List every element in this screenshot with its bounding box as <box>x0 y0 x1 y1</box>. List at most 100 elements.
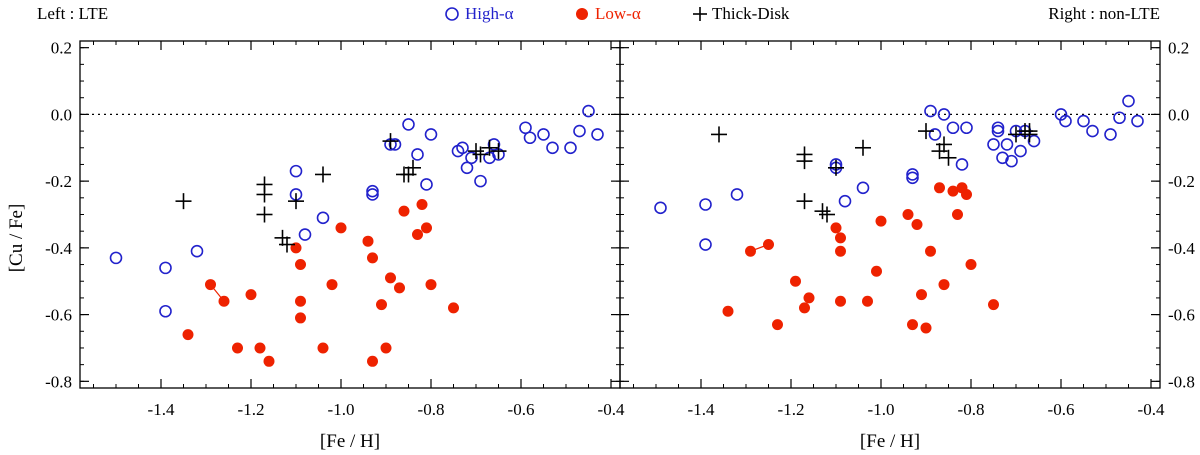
x-tick-label: -1.2 <box>778 400 805 419</box>
point-high <box>573 124 586 138</box>
point-high <box>991 121 1005 135</box>
legend-high-alpha-label: High-α <box>465 4 514 23</box>
point-high <box>699 238 712 251</box>
point-low <box>245 289 257 301</box>
y-tick-label-right: -0.8 <box>1168 372 1195 391</box>
point-low <box>965 259 977 271</box>
point-high <box>388 138 402 151</box>
point-thick-disk <box>256 186 273 203</box>
point-high <box>1014 144 1027 158</box>
point-high <box>487 138 501 151</box>
point-thick-disk <box>405 159 421 176</box>
point-low <box>335 222 347 234</box>
point-low <box>952 209 963 220</box>
point-high <box>420 178 433 191</box>
point-high <box>928 128 942 141</box>
point-high <box>424 128 438 141</box>
legend-thick-disk-marker <box>693 7 707 21</box>
point-low <box>362 235 374 247</box>
y-tick-label-right: 0.0 <box>1168 105 1189 124</box>
point-high <box>159 261 172 275</box>
y-tick-label-right: 0.2 <box>1168 39 1189 58</box>
point-low <box>218 295 230 307</box>
point-low <box>925 245 936 257</box>
point-high <box>1113 111 1126 125</box>
point-low <box>416 198 428 210</box>
point-low <box>232 342 243 354</box>
point-thick-disk <box>828 159 844 176</box>
x-tick-label: -1.0 <box>868 400 895 419</box>
point-low <box>326 279 338 291</box>
x-tick-label: -1.2 <box>238 400 265 419</box>
point-low <box>871 265 882 277</box>
x-tick-label: -1.4 <box>148 400 175 419</box>
point-thick-disk <box>400 166 417 183</box>
point-high <box>289 164 303 178</box>
point-low <box>803 292 815 304</box>
legend-low-alpha-marker <box>576 8 588 20</box>
header-left-label: Left : LTE <box>37 4 108 23</box>
x-tick-label: -0.6 <box>1048 400 1075 419</box>
point-high <box>946 121 960 135</box>
point-high <box>460 161 474 175</box>
point-low <box>920 322 932 334</box>
point-low <box>376 299 387 311</box>
point-high <box>474 174 487 188</box>
legend-high-alpha-marker <box>445 7 459 21</box>
point-low <box>398 205 410 217</box>
point-thick-disk <box>819 206 835 223</box>
point-thick-disk <box>814 203 831 220</box>
point-thick-disk <box>256 206 273 223</box>
point-low <box>295 295 306 307</box>
point-low <box>916 289 927 301</box>
point-thick-disk <box>490 143 507 160</box>
point-high <box>411 148 424 161</box>
point-high <box>838 194 852 208</box>
point-low <box>772 319 783 331</box>
point-low <box>790 275 801 287</box>
point-low <box>907 319 918 331</box>
point-high <box>1059 114 1072 128</box>
point-thick-disk <box>796 193 813 210</box>
point-low <box>254 342 266 354</box>
point-low <box>421 222 432 234</box>
point-high <box>1027 134 1041 148</box>
y-axis-title: [Cu / Fe] <box>6 204 27 273</box>
panel-non-lte: -1.4 -1.2 -1.0 -0.8 -0.6 -0.40.20.0-0.2-0.4-0… <box>619 39 1195 452</box>
y-tick-label-right: -0.6 <box>1168 306 1195 325</box>
point-low <box>938 279 950 291</box>
x-tick-label: -1.0 <box>328 400 355 419</box>
point-high <box>937 108 951 121</box>
point-high <box>159 304 172 318</box>
y-tick-label-left: 0.2 <box>51 39 72 58</box>
point-low <box>205 279 216 291</box>
point-high <box>1131 114 1144 128</box>
point-high <box>366 188 379 201</box>
point-low <box>911 219 923 231</box>
point-low <box>835 245 846 257</box>
point-low <box>947 185 959 197</box>
point-high <box>465 151 478 165</box>
point-low <box>934 182 945 194</box>
point-thick-disk <box>175 193 192 210</box>
y-tick-label-left: -0.4 <box>45 239 72 258</box>
point-thick-disk <box>279 236 295 253</box>
point-high <box>109 251 123 265</box>
point-high <box>654 201 667 215</box>
point-low <box>367 252 378 264</box>
point-thick-disk <box>796 153 813 170</box>
x-axis-title: [Fe / H] <box>860 431 920 452</box>
point-thick-disk <box>288 193 304 210</box>
header-right-label: Right : non-LTE <box>1048 4 1160 23</box>
legend-thick-disk-label: Thick-Disk <box>712 4 790 23</box>
point-low <box>263 355 275 367</box>
point-high <box>730 188 744 201</box>
point-low <box>830 222 842 234</box>
point-low <box>835 295 846 307</box>
point-high <box>456 141 469 155</box>
point-high <box>316 211 330 225</box>
point-low <box>295 312 306 324</box>
point-high <box>924 104 937 118</box>
point-thick-disk <box>472 146 489 163</box>
point-high <box>955 158 969 171</box>
